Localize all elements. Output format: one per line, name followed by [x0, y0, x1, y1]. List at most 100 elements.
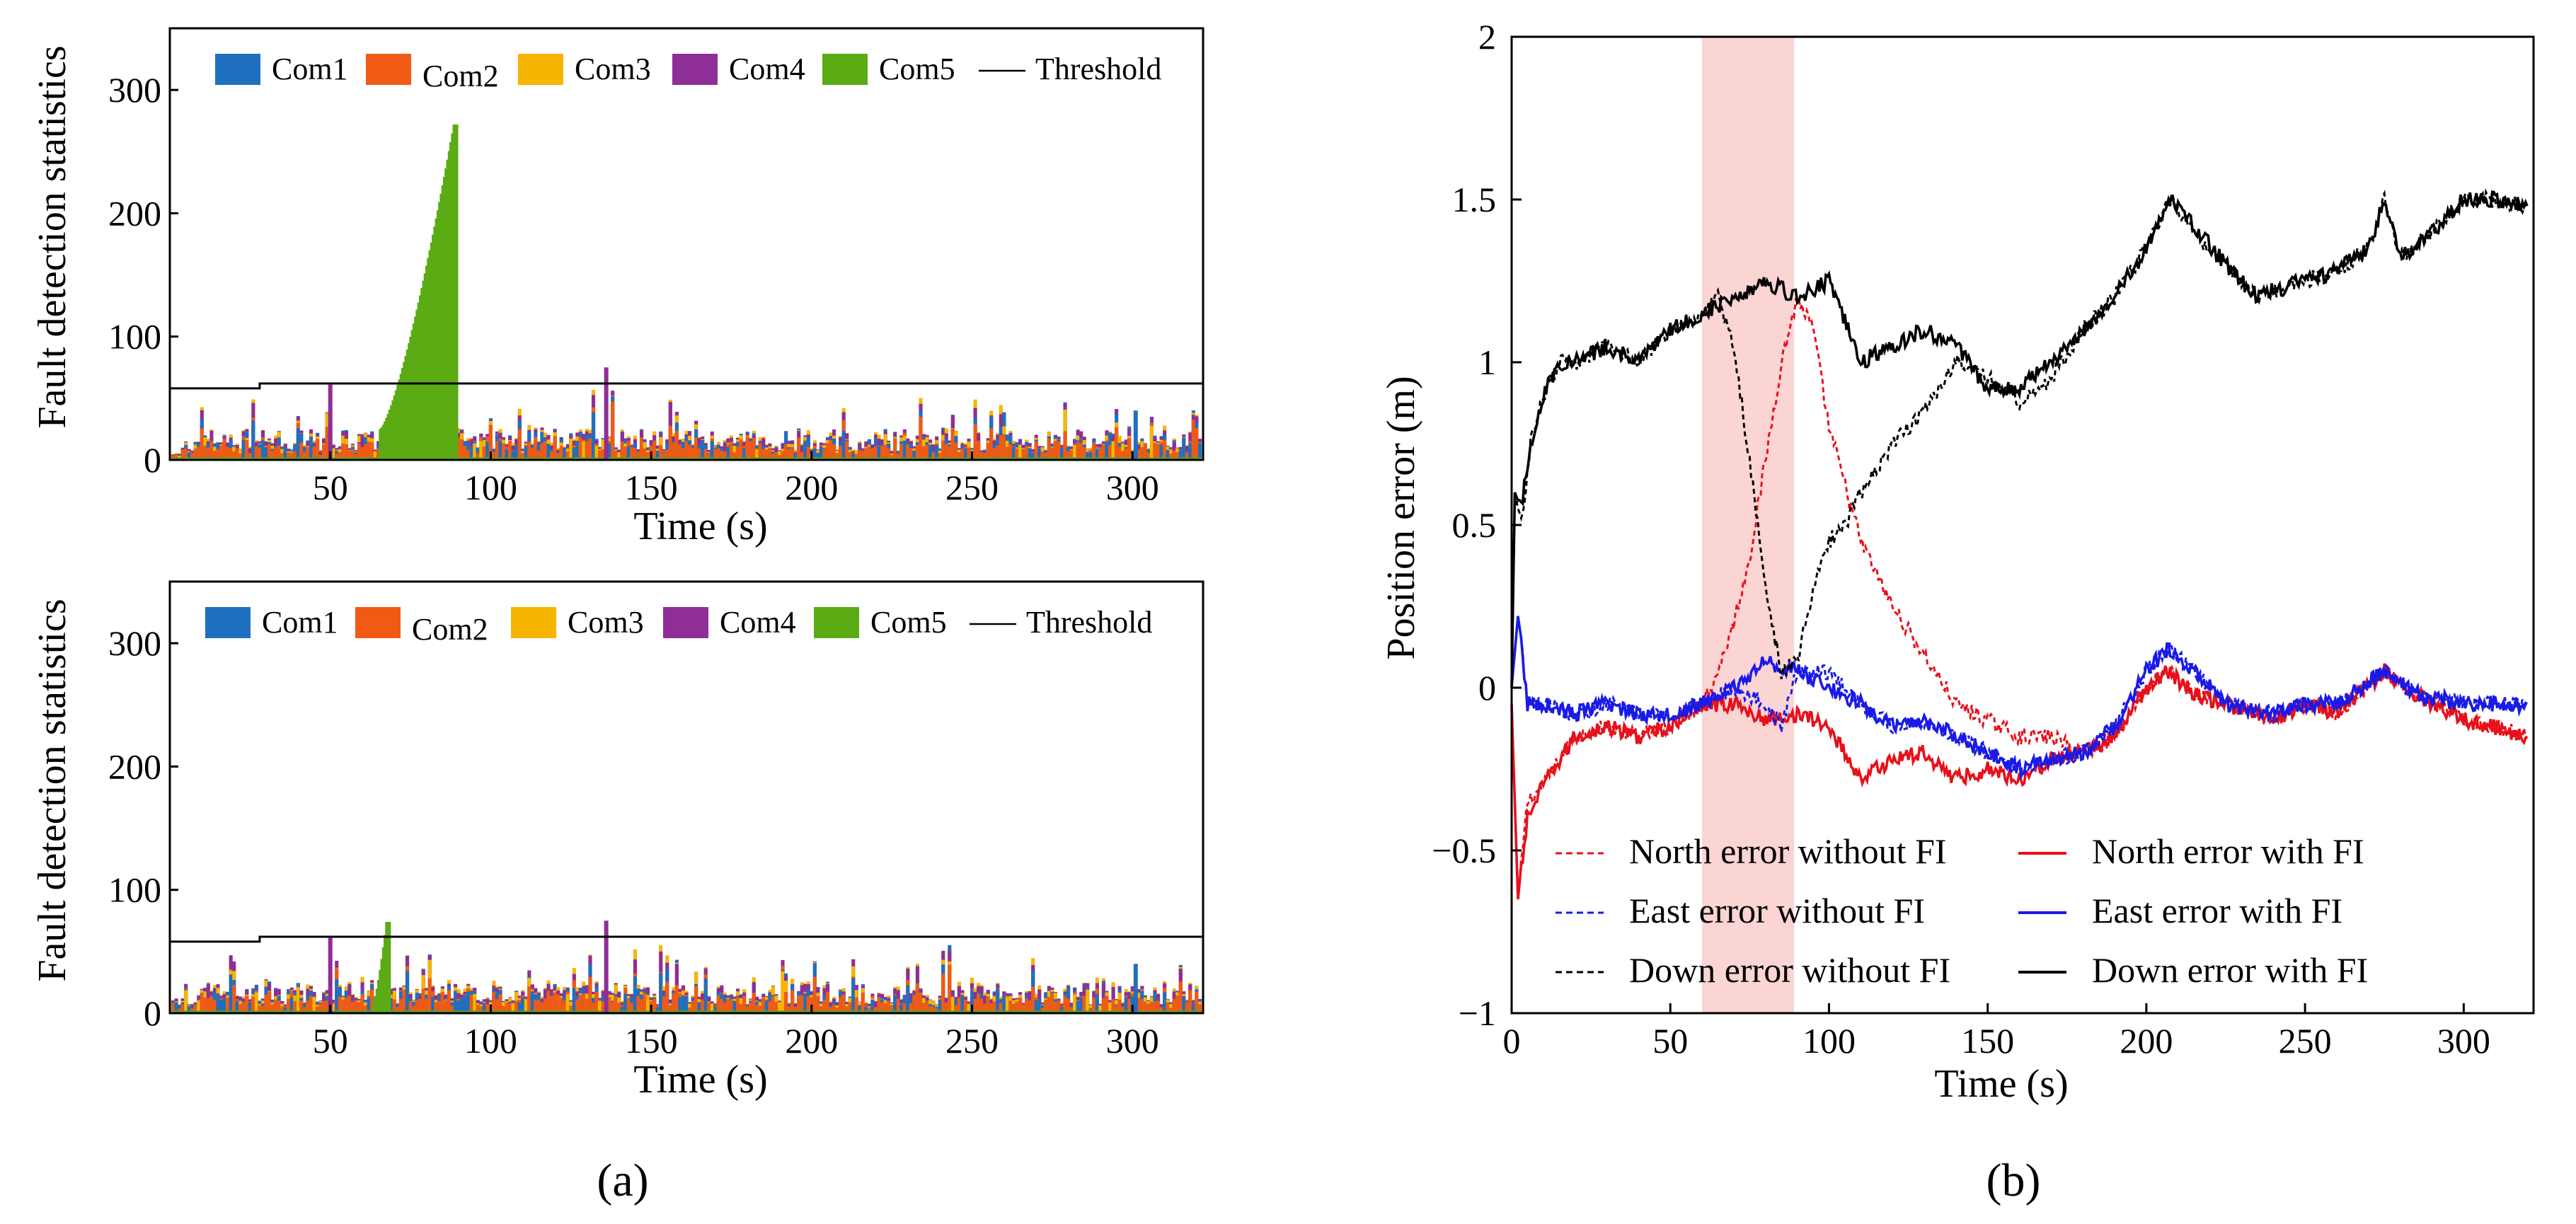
bar-com5 — [235, 1010, 239, 1013]
bar-com2 — [1069, 450, 1074, 460]
bar-com5 — [258, 457, 262, 460]
bar-com2 — [739, 439, 743, 460]
bar-com2 — [527, 986, 531, 1013]
bar-com5 — [697, 1010, 701, 1013]
bar-com5 — [540, 1010, 544, 1013]
bar-com2 — [752, 438, 756, 460]
bar-com5 — [316, 457, 320, 460]
bar-com2 — [992, 448, 996, 460]
bar-com2 — [1069, 1007, 1074, 1013]
bar-com2 — [302, 1007, 307, 1013]
bar-com5 — [1050, 457, 1054, 460]
bar-com2 — [376, 448, 381, 460]
bar-com5 — [1124, 457, 1128, 460]
bar-com2 — [536, 1000, 541, 1013]
bar-com5 — [800, 1010, 804, 1013]
bar-com5 — [745, 457, 749, 460]
bar-com5 — [354, 457, 358, 460]
bar-com5 — [469, 1010, 473, 1013]
bar-com5 — [1124, 1010, 1128, 1013]
bar-com1 — [819, 446, 824, 460]
bar-com2 — [1137, 998, 1141, 1013]
bar-com1 — [260, 440, 265, 460]
bar-com1 — [626, 446, 631, 460]
bar-com1 — [864, 1006, 868, 1013]
bar-com2 — [360, 994, 364, 1013]
bar-com2 — [565, 451, 570, 460]
bar-com2 — [989, 428, 994, 460]
bar-com2 — [816, 995, 820, 1013]
bar-com2 — [482, 446, 486, 460]
x-tick-label: 300 — [2437, 1021, 2490, 1061]
bar-com5 — [620, 1010, 624, 1013]
bar-com5 — [498, 1010, 502, 1013]
bar-com2 — [979, 451, 984, 460]
bar-com5 — [758, 1010, 762, 1013]
bar-com5 — [1178, 1010, 1183, 1013]
bar-com5 — [543, 1010, 548, 1013]
bar-com2 — [954, 1005, 958, 1013]
bar-com5 — [1101, 1010, 1106, 1013]
bar-com2 — [752, 993, 756, 1013]
bar-com5 — [1137, 1010, 1141, 1013]
bar-com1 — [466, 991, 471, 1013]
bar-com2 — [174, 454, 178, 460]
bar-com5 — [665, 1010, 669, 1013]
bar-com5 — [344, 1010, 348, 1013]
bar-com2 — [716, 448, 720, 460]
bar-com5 — [1011, 457, 1016, 460]
bar-com5 — [370, 1010, 374, 1013]
bars-a-top — [171, 124, 1202, 461]
bar-com5 — [755, 457, 759, 460]
bar-com1 — [389, 998, 393, 1013]
bar-com1 — [858, 1005, 862, 1013]
bar-com5 — [219, 457, 224, 460]
bar-com1 — [1037, 998, 1042, 1013]
bar-com5 — [899, 1010, 904, 1013]
bar-com2 — [986, 443, 990, 460]
bar-com1 — [793, 452, 798, 460]
bar-com3 — [524, 999, 528, 1013]
bar-com5 — [187, 457, 191, 460]
bar-com5 — [376, 457, 381, 460]
bar-com5 — [777, 1010, 782, 1013]
bar-com1 — [485, 441, 490, 460]
legend-label: Com5 — [879, 52, 955, 86]
bar-com5 — [781, 1010, 785, 1013]
bar-com2 — [950, 428, 955, 460]
bar-com5 — [1092, 1010, 1096, 1013]
bar-com5 — [729, 1010, 734, 1013]
bar-com2 — [999, 435, 1003, 460]
bar-com5 — [793, 1010, 798, 1013]
bar-com1 — [187, 452, 191, 460]
bar-com2 — [944, 1002, 948, 1013]
bar-com5 — [720, 457, 724, 460]
bar-com2 — [652, 440, 657, 460]
bar-com5 — [626, 1010, 631, 1013]
bar-com5 — [1057, 1010, 1061, 1013]
legend-label: East error without FI — [1629, 891, 1925, 930]
bar-com3 — [755, 449, 759, 460]
bar-com5 — [761, 457, 766, 460]
bar-com5 — [1018, 1010, 1023, 1013]
bar-com2 — [822, 449, 827, 460]
legend-swatch — [511, 607, 556, 638]
bar-com2 — [781, 451, 785, 460]
bar-com5 — [203, 457, 207, 460]
bar-com5 — [287, 1010, 291, 1013]
bar-com1 — [742, 448, 747, 460]
bar-com2 — [341, 999, 345, 1013]
bar-com2 — [906, 444, 910, 460]
bar-com5 — [1175, 1010, 1180, 1013]
y-tick-label: 200 — [108, 746, 161, 786]
bar-com3 — [646, 995, 650, 1013]
bar-com2 — [742, 995, 747, 1013]
bar-com5 — [360, 457, 364, 460]
bar-com5 — [694, 1010, 698, 1013]
bar-com2 — [563, 1000, 567, 1013]
bar-com2 — [614, 995, 618, 1013]
bar-com5 — [517, 457, 522, 460]
bar-com2 — [1121, 451, 1125, 460]
bar-com3 — [1005, 997, 1009, 1013]
bar-com2 — [219, 445, 224, 460]
